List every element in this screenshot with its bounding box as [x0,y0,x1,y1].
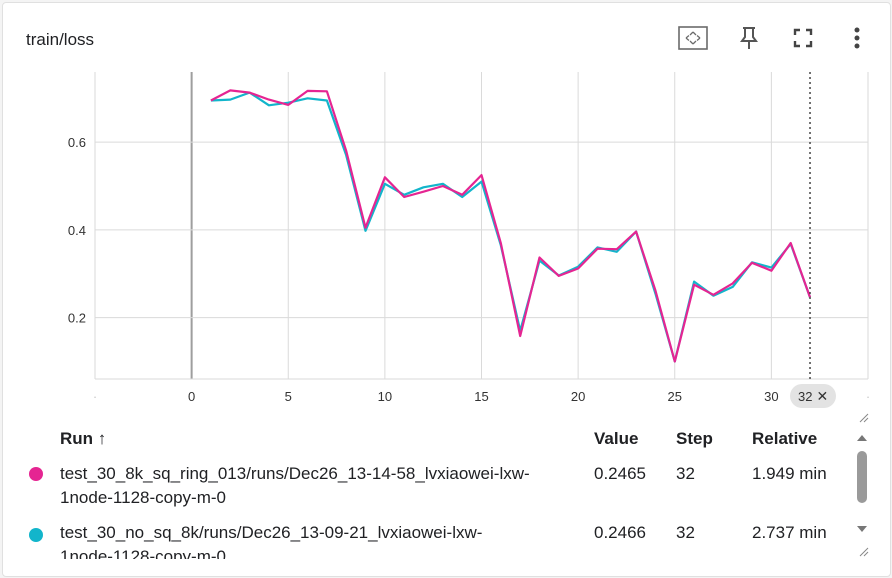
card-title: train/loss [26,30,95,49]
run-value: 0.2465 [594,464,646,483]
column-header-relative[interactable]: Relative [752,429,818,448]
pin-icon [739,26,759,55]
fullscreen-button[interactable] [787,25,819,55]
runs-table: test_30_8k_sq_ring_013/runs/Dec26_13-14-… [3,413,890,559]
resize-handle-icon[interactable] [859,544,869,557]
x-tick-label: 20 [571,389,585,404]
x-tick-faint: · [93,389,97,404]
y-tick-label: 0.2 [68,311,86,326]
run-name-line2: 1node-1128-copy-m-0 [60,488,226,507]
fullscreen-icon [793,28,813,53]
close-icon[interactable]: ✕ [816,387,829,404]
scroll-down-icon[interactable] [856,520,868,538]
column-header-step[interactable]: Step [676,429,713,448]
scrollbar-thumb[interactable] [857,451,867,503]
fit-domain-button[interactable] [677,25,709,55]
x-tick-label: 5 [285,389,292,404]
resize-handle-icon[interactable] [859,410,869,423]
series-line[interactable] [210,89,812,363]
run-relative: 1.949 min [752,464,827,483]
x-tick-label: 0 [188,389,195,404]
y-tick-label: 0.4 [68,223,86,238]
line-chart[interactable]: · 0 5 10 15 20 25 30 · 0.2 0.4 0.6 [3,3,890,413]
table-scrollbar[interactable] [853,423,871,558]
x-tick-label: 30 [764,389,778,404]
series-line[interactable] [210,91,812,363]
run-step: 32 [676,523,695,542]
run-value: 0.2466 [594,523,646,542]
x-tick-label: 15 [474,389,488,404]
x-tick-faint: · [866,389,870,404]
hover-step-label: 32 [798,388,813,404]
run-color-dot [29,467,43,481]
column-header-value[interactable]: Value [594,429,639,448]
run-name-line1: test_30_no_sq_8k/runs/Dec26_13-09-21_lvx… [60,523,483,542]
more-options-button[interactable] [841,25,873,55]
run-step: 32 [676,464,695,483]
column-header-run[interactable]: Run ↑ [60,429,107,448]
x-tick-label: 25 [668,389,682,404]
more-vert-icon [853,27,861,54]
run-relative: 2.737 min [752,523,827,542]
fit-domain-icon [678,25,708,55]
x-tick-label: 10 [378,389,392,404]
run-name-line1: test_30_8k_sq_ring_013/runs/Dec26_13-14-… [60,464,530,483]
run-name-line2: 1node-1128-copy-m-0 [60,547,226,559]
run-color-dot [29,528,43,542]
scroll-up-icon[interactable] [856,429,868,447]
y-tick-label: 0.6 [68,135,86,150]
hover-step-chip[interactable]: 32 ✕ [790,384,837,408]
pin-button[interactable] [733,25,765,55]
